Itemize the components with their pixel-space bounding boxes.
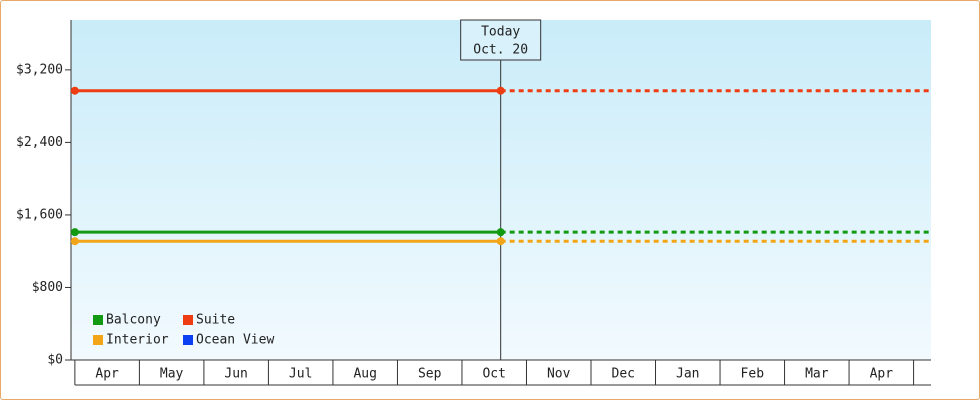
legend-label: Interior xyxy=(106,333,169,348)
legend-label: Ocean View xyxy=(196,333,274,348)
today-box xyxy=(460,19,542,61)
series-point xyxy=(70,228,79,237)
series-point xyxy=(70,86,79,95)
x-tick-label: Mar xyxy=(805,367,829,382)
legend-swatch xyxy=(93,335,103,345)
x-tick-label: Feb xyxy=(741,367,765,382)
x-tick-label: Jun xyxy=(224,367,247,382)
legend-label: Suite xyxy=(196,313,235,328)
series-point xyxy=(496,237,505,246)
x-tick-label: Apr xyxy=(870,367,894,382)
x-tick-label: Sep xyxy=(418,367,442,382)
y-tick-label: $800 xyxy=(32,280,63,295)
y-tick-label: $2,400 xyxy=(16,135,63,150)
x-tick-label: Aug xyxy=(353,367,376,382)
x-tick-label: Dec xyxy=(612,367,635,382)
x-tick-label: Oct xyxy=(482,367,505,382)
y-tick-label: $3,200 xyxy=(16,62,63,77)
today-label: Today xyxy=(481,25,520,40)
x-tick-label: Apr xyxy=(95,367,119,382)
legend-swatch xyxy=(93,315,103,325)
legend-swatch xyxy=(183,335,193,345)
legend-label: Balcony xyxy=(106,313,161,328)
series-point xyxy=(496,228,505,237)
x-tick-label: Jul xyxy=(289,367,312,382)
legend-swatch xyxy=(183,315,193,325)
series-point xyxy=(496,86,505,95)
x-tick-label: Nov xyxy=(547,367,571,382)
y-tick-label: $1,600 xyxy=(16,207,63,222)
today-label: Oct. 20 xyxy=(473,43,528,58)
x-tick-label: Jan xyxy=(676,367,699,382)
y-tick-label: $0 xyxy=(47,353,63,368)
series-point xyxy=(70,237,79,246)
x-tick-label: May xyxy=(160,367,184,382)
